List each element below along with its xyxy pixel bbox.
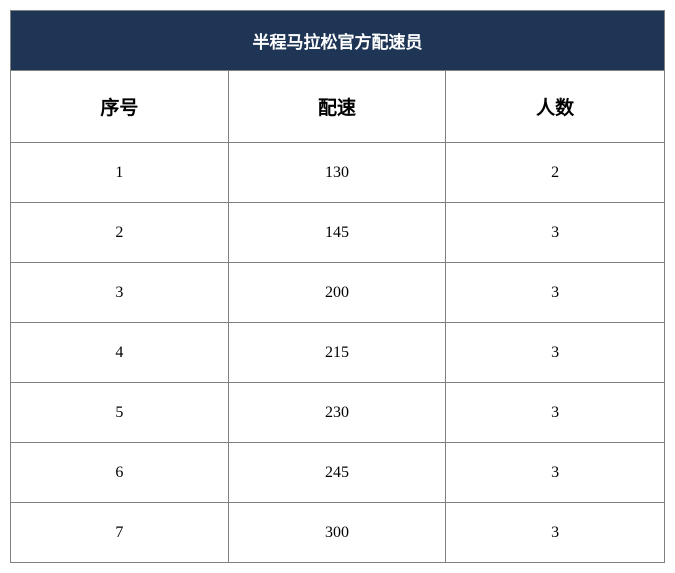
cell-index: 5 (11, 383, 229, 443)
title-row: 半程马拉松官方配速员 (11, 11, 665, 71)
cell-count: 3 (446, 383, 665, 443)
table-row: 7 300 3 (11, 503, 665, 563)
cell-count: 3 (446, 263, 665, 323)
pacer-table: 半程马拉松官方配速员 序号 配速 人数 1 130 2 2 145 3 3 20… (10, 10, 665, 563)
table-title: 半程马拉松官方配速员 (11, 11, 665, 71)
table-row: 5 230 3 (11, 383, 665, 443)
column-header-count: 人数 (446, 71, 665, 143)
cell-count: 2 (446, 143, 665, 203)
cell-index: 1 (11, 143, 229, 203)
cell-pace: 245 (228, 443, 446, 503)
cell-pace: 230 (228, 383, 446, 443)
cell-count: 3 (446, 203, 665, 263)
cell-count: 3 (446, 323, 665, 383)
cell-index: 3 (11, 263, 229, 323)
cell-index: 2 (11, 203, 229, 263)
header-row: 序号 配速 人数 (11, 71, 665, 143)
cell-pace: 300 (228, 503, 446, 563)
cell-pace: 215 (228, 323, 446, 383)
table-row: 6 245 3 (11, 443, 665, 503)
table-row: 3 200 3 (11, 263, 665, 323)
cell-index: 4 (11, 323, 229, 383)
cell-pace: 200 (228, 263, 446, 323)
cell-index: 6 (11, 443, 229, 503)
cell-index: 7 (11, 503, 229, 563)
table-row: 1 130 2 (11, 143, 665, 203)
column-header-pace: 配速 (228, 71, 446, 143)
cell-count: 3 (446, 443, 665, 503)
cell-count: 3 (446, 503, 665, 563)
cell-pace: 130 (228, 143, 446, 203)
table-row: 4 215 3 (11, 323, 665, 383)
cell-pace: 145 (228, 203, 446, 263)
table-row: 2 145 3 (11, 203, 665, 263)
column-header-index: 序号 (11, 71, 229, 143)
